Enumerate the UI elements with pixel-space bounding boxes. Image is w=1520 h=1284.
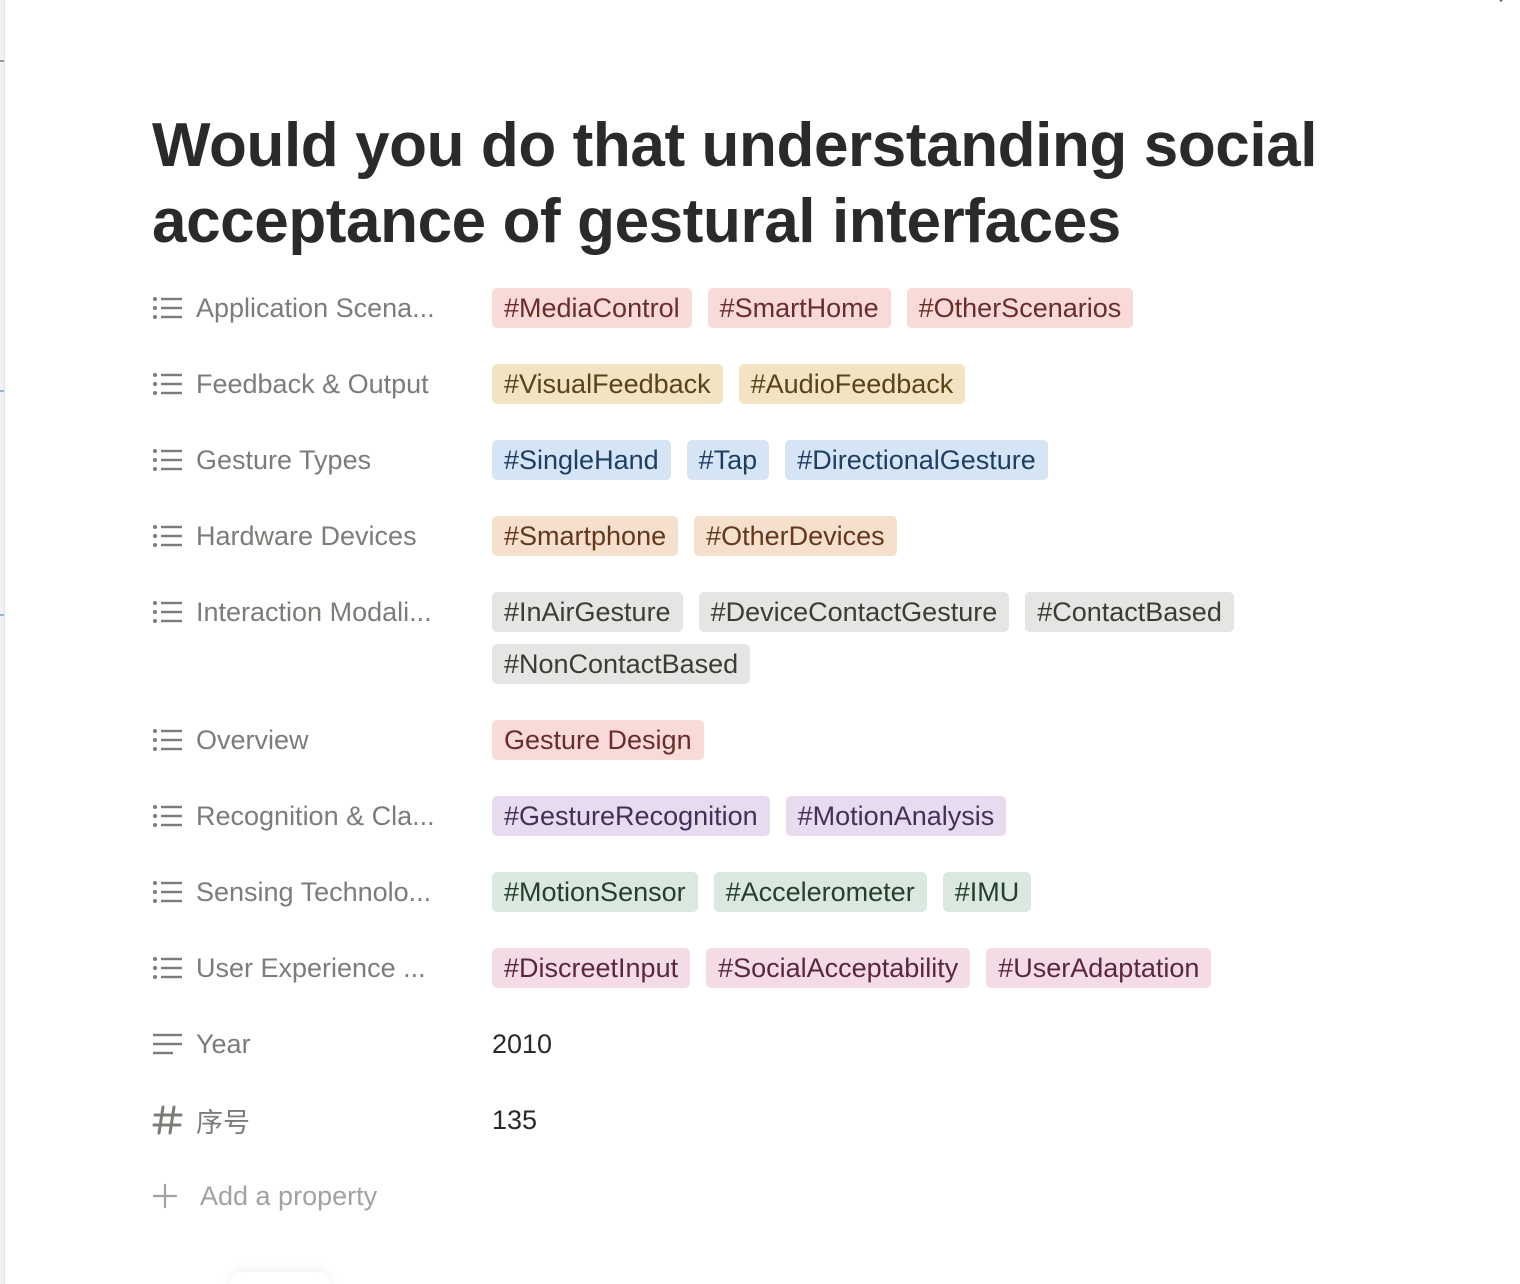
property-name[interactable]: User Experience ... bbox=[152, 948, 492, 988]
property-label: Year bbox=[196, 1028, 251, 1059]
property-value[interactable]: #MediaControl #SmartHome #OtherScenarios bbox=[492, 288, 1382, 328]
tag-gesture-recognition[interactable]: #GestureRecognition bbox=[492, 796, 770, 836]
property-name[interactable]: Year bbox=[152, 1024, 492, 1064]
tag-non-contact-based[interactable]: #NonContactBased bbox=[492, 644, 751, 684]
tag-motion-analysis[interactable]: #MotionAnalysis bbox=[785, 796, 1007, 836]
property-label: Hardware Devices bbox=[196, 520, 417, 551]
property-value[interactable]: #MotionSensor #Accelerometer #IMU bbox=[492, 872, 1382, 912]
property-name[interactable]: Recognition & Cla... bbox=[152, 796, 492, 836]
tag-device-contact-gesture[interactable]: #DeviceContactGesture bbox=[698, 592, 1010, 632]
tag-imu[interactable]: #IMU bbox=[942, 872, 1032, 912]
tag-in-air-gesture[interactable]: #InAirGesture bbox=[492, 592, 683, 632]
property-name[interactable]: Feedback & Output bbox=[152, 364, 492, 404]
tag-social-acceptability[interactable]: #SocialAcceptability bbox=[706, 948, 971, 988]
property-row-overview[interactable]: Overview Gesture Design bbox=[152, 720, 1382, 796]
tag-contact-based[interactable]: #ContactBased bbox=[1025, 592, 1234, 632]
property-row-hardware-devices[interactable]: Hardware Devices #Smartphone #OtherDevic… bbox=[152, 516, 1382, 592]
property-label: Overview bbox=[196, 724, 309, 755]
property-name[interactable]: Interaction Modali... bbox=[152, 592, 492, 632]
tag-other-scenarios[interactable]: #OtherScenarios bbox=[906, 288, 1134, 328]
property-value[interactable]: #VisualFeedback #AudioFeedback bbox=[492, 364, 1382, 404]
property-value[interactable]: #GestureRecognition #MotionAnalysis bbox=[492, 796, 1382, 836]
property-label: User Experience ... bbox=[196, 952, 426, 983]
property-row-gesture-types[interactable]: Gesture Types #SingleHand #Tap #Directio… bbox=[152, 440, 1382, 516]
tag-audio-feedback[interactable]: #AudioFeedback bbox=[738, 364, 966, 404]
year-value[interactable]: 2010 bbox=[492, 1029, 553, 1059]
property-label: Application Scena... bbox=[196, 292, 435, 323]
property-value[interactable]: 135 bbox=[492, 1100, 1382, 1140]
tag-media-control[interactable]: #MediaControl bbox=[492, 288, 692, 328]
property-value[interactable]: #Smartphone #OtherDevices bbox=[492, 516, 1382, 556]
tag-tap[interactable]: #Tap bbox=[686, 440, 770, 480]
tag-motion-sensor[interactable]: #MotionSensor bbox=[492, 872, 698, 912]
list-icon bbox=[152, 875, 186, 909]
tag-discreet-input[interactable]: #DiscreetInput bbox=[492, 948, 691, 988]
list-icon bbox=[152, 723, 186, 757]
property-row-year[interactable]: Year 2010 bbox=[152, 1024, 1382, 1100]
list-icon bbox=[152, 951, 186, 985]
left-panel-edge bbox=[0, 0, 5, 1284]
text-lines-icon bbox=[152, 1027, 186, 1061]
property-label: 序号 bbox=[196, 1107, 250, 1138]
list-icon bbox=[152, 443, 186, 477]
properties-list: Application Scena... #MediaControl #Smar… bbox=[152, 288, 1382, 1216]
property-value[interactable]: #DiscreetInput #SocialAcceptability #Use… bbox=[492, 948, 1382, 988]
edge-tick bbox=[0, 60, 4, 62]
tag-other-devices[interactable]: #OtherDevices bbox=[694, 516, 897, 556]
tag-gesture-design[interactable]: Gesture Design bbox=[492, 720, 704, 760]
add-property-button[interactable]: Add a property bbox=[152, 1176, 1382, 1216]
property-label: Sensing Technolo... bbox=[196, 876, 432, 907]
property-name[interactable]: Hardware Devices bbox=[152, 516, 492, 556]
tag-smartphone[interactable]: #Smartphone bbox=[492, 516, 679, 556]
property-label: Feedback & Output bbox=[196, 368, 429, 399]
page-content: Would you do that understanding social a… bbox=[152, 108, 1382, 1216]
property-name[interactable]: 序号 bbox=[152, 1100, 492, 1140]
add-property-label: Add a property bbox=[200, 1180, 378, 1211]
property-row-feedback-output[interactable]: Feedback & Output #VisualFeedback #Audio… bbox=[152, 364, 1382, 440]
property-row-application-scenarios[interactable]: Application Scena... #MediaControl #Smar… bbox=[152, 288, 1382, 364]
property-row-interaction-modalities[interactable]: Interaction Modali... #InAirGesture #Dev… bbox=[152, 592, 1382, 720]
tag-visual-feedback[interactable]: #VisualFeedback bbox=[492, 364, 723, 404]
tag-directional-gesture[interactable]: #DirectionalGesture bbox=[785, 440, 1048, 480]
list-icon bbox=[152, 367, 186, 401]
property-row-sensing-technologies[interactable]: Sensing Technolo... #MotionSensor #Accel… bbox=[152, 872, 1382, 948]
property-name[interactable]: Overview bbox=[152, 720, 492, 760]
property-label: Recognition & Cla... bbox=[196, 800, 435, 831]
edge-tick bbox=[0, 390, 4, 392]
plus-icon bbox=[152, 1179, 192, 1213]
property-name[interactable]: Gesture Types bbox=[152, 440, 492, 480]
tag-accelerometer[interactable]: #Accelerometer bbox=[713, 872, 927, 912]
property-row-recognition-classification[interactable]: Recognition & Cla... #GestureRecognition… bbox=[152, 796, 1382, 872]
number-icon bbox=[152, 1103, 186, 1137]
list-icon bbox=[152, 291, 186, 325]
property-row-user-experience[interactable]: User Experience ... #DiscreetInput #Soci… bbox=[152, 948, 1382, 1024]
property-value[interactable]: 2010 bbox=[492, 1024, 1382, 1064]
tag-single-hand[interactable]: #SingleHand bbox=[492, 440, 671, 480]
property-value[interactable]: #InAirGesture #DeviceContactGesture #Con… bbox=[492, 592, 1292, 684]
property-label: Interaction Modali... bbox=[196, 596, 432, 627]
property-label: Gesture Types bbox=[196, 444, 372, 475]
edge-tick bbox=[0, 614, 4, 616]
list-icon bbox=[152, 799, 186, 833]
tag-user-adaptation[interactable]: #UserAdaptation bbox=[986, 948, 1212, 988]
property-value[interactable]: #SingleHand #Tap #DirectionalGesture bbox=[492, 440, 1382, 480]
close-icon[interactable] bbox=[1494, 0, 1508, 4]
property-name[interactable]: Application Scena... bbox=[152, 288, 492, 328]
floating-toolbar-edge bbox=[230, 1272, 330, 1284]
tag-smart-home[interactable]: #SmartHome bbox=[707, 288, 891, 328]
page-title[interactable]: Would you do that understanding social a… bbox=[152, 111, 1318, 256]
list-icon bbox=[152, 519, 186, 553]
property-name[interactable]: Sensing Technolo... bbox=[152, 872, 492, 912]
property-row-serial-number[interactable]: 序号 135 bbox=[152, 1100, 1382, 1176]
property-value[interactable]: Gesture Design bbox=[492, 720, 1382, 760]
serial-number-value[interactable]: 135 bbox=[492, 1105, 538, 1135]
list-icon bbox=[152, 595, 186, 629]
